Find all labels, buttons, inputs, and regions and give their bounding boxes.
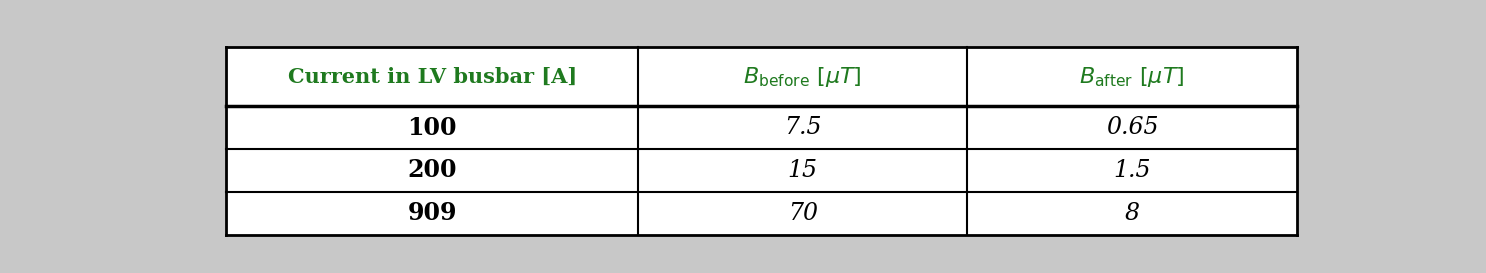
Text: 200: 200 bbox=[407, 159, 458, 182]
Text: 1.5: 1.5 bbox=[1113, 159, 1150, 182]
Bar bbox=[226, 48, 1297, 235]
Text: 100: 100 bbox=[407, 116, 458, 140]
Text: 8: 8 bbox=[1125, 202, 1140, 225]
Text: 7.5: 7.5 bbox=[785, 116, 822, 139]
Text: 0.65: 0.65 bbox=[1106, 116, 1159, 139]
Text: $\mathit{B}_{\mathrm{after}}\ [\mu T]$: $\mathit{B}_{\mathrm{after}}\ [\mu T]$ bbox=[1079, 65, 1184, 89]
Text: 15: 15 bbox=[788, 159, 817, 182]
Text: $\mathit{B}_{\mathrm{before}}\ [\mu T]$: $\mathit{B}_{\mathrm{before}}\ [\mu T]$ bbox=[743, 65, 862, 89]
Text: Current in LV busbar [A]: Current in LV busbar [A] bbox=[288, 67, 577, 87]
Text: 909: 909 bbox=[407, 201, 458, 225]
Text: 70: 70 bbox=[788, 202, 817, 225]
